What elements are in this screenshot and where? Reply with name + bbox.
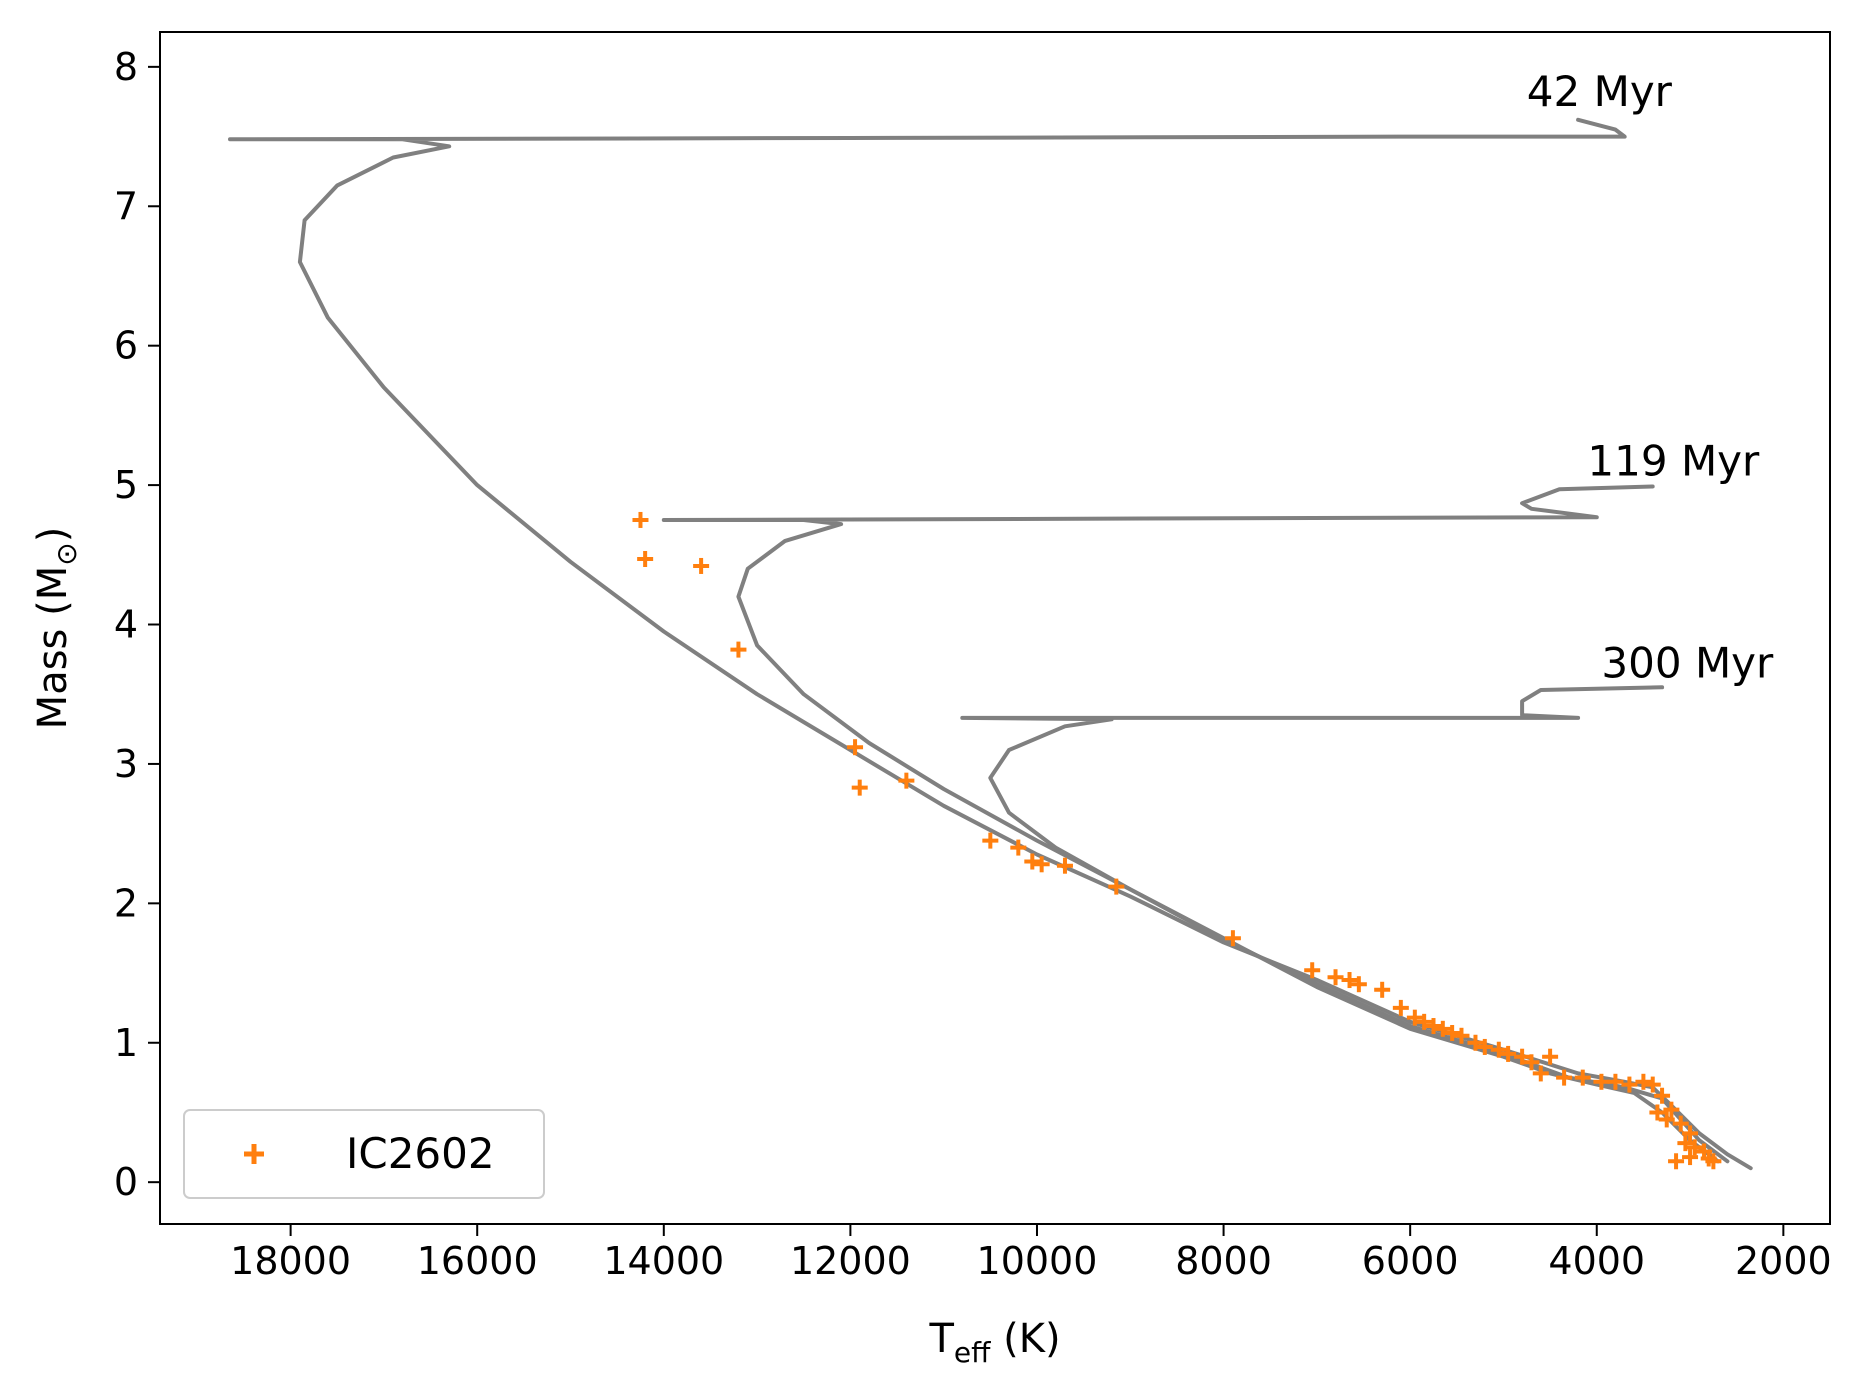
scatter-point: [1593, 1073, 1610, 1090]
scatter-point: [1056, 857, 1073, 874]
scatter-point: [1621, 1076, 1638, 1093]
scatter-point: [637, 550, 654, 567]
scatter-point: [1677, 1135, 1694, 1152]
scatter-point: [1304, 962, 1321, 979]
scatter-point: [1635, 1073, 1652, 1090]
y-tick-label: 1: [114, 1021, 138, 1065]
scatter-point: [1682, 1125, 1699, 1142]
scatter-point: [1341, 972, 1358, 989]
x-tick-label: 12000: [790, 1239, 911, 1283]
scatter-point: [1033, 856, 1050, 873]
scatter-point: [1392, 999, 1409, 1016]
scatter-point: [693, 557, 710, 574]
x-tick-label: 4000: [1548, 1239, 1645, 1283]
scatter-point: [1024, 853, 1041, 870]
legend: IC2602: [183, 1109, 545, 1199]
scatter-point: [1350, 976, 1367, 993]
scatter-point: [1500, 1045, 1517, 1062]
scatter-point: [1425, 1018, 1442, 1035]
scatter-point: [1514, 1048, 1531, 1065]
x-tick-label: 18000: [230, 1239, 351, 1283]
x-axis: 18000 16000 14000 12000 10000 8000 6000 4000 200…: [230, 1224, 1832, 1283]
isochrone-119-myr: [661, 484, 1730, 1164]
scatter-point: [1542, 1048, 1559, 1065]
x-tick-label: 6000: [1362, 1239, 1459, 1283]
plot-frame: [159, 31, 1831, 1225]
scatter-point: [1010, 839, 1027, 856]
scatter-point: [1607, 1073, 1624, 1090]
x-tick-label: 16000: [417, 1239, 538, 1283]
isochrone-layer: [228, 117, 1753, 1171]
y-tick-label: 3: [114, 742, 138, 786]
scatter-point: [1663, 1101, 1680, 1118]
scatter-point: [1406, 1009, 1423, 1026]
scatter-point: [1416, 1013, 1433, 1030]
x-tick-label: 14000: [603, 1239, 724, 1283]
isochrone-42-myr: [228, 117, 1753, 1171]
scatter-point: [1668, 1153, 1685, 1170]
scatter-point: [1327, 969, 1344, 986]
scatter-point: [730, 641, 747, 658]
scatter-point: [1556, 1069, 1573, 1086]
scatter-point: [1490, 1041, 1507, 1058]
scatter-point: [1224, 930, 1241, 947]
scatter-point: [982, 832, 999, 849]
y-tick-label: 0: [114, 1160, 138, 1204]
annotation-119-myr: 119 Myr: [1587, 436, 1760, 485]
y-axis-title: Mass (M⊙): [30, 527, 83, 730]
legend-box: [183, 1109, 545, 1199]
scatter-point: [1658, 1111, 1675, 1128]
scatter-point: [851, 779, 868, 796]
x-tick-label: 2000: [1735, 1239, 1832, 1283]
y-tick-label: 4: [114, 603, 138, 647]
annotation-layer: 42 Myr 119 Myr 300 Myr: [1527, 67, 1774, 688]
y-tick-label: 8: [114, 45, 138, 89]
scatter-point: [1654, 1087, 1671, 1104]
y-tick-label: 5: [114, 463, 138, 507]
scatter-point: [898, 772, 915, 789]
scatter-point: [1453, 1027, 1470, 1044]
y-tick-label: 7: [114, 184, 138, 228]
scatter-point: [1672, 1115, 1689, 1132]
scatter-point: [1467, 1034, 1484, 1051]
scatter-point: [1476, 1038, 1493, 1055]
x-tick-label: 10000: [977, 1239, 1098, 1283]
scatter-point: [1574, 1069, 1591, 1086]
scatter-point: [1434, 1020, 1451, 1037]
scatter-point: [1444, 1025, 1461, 1042]
scatter-point: [847, 739, 864, 756]
y-tick-label: 2: [114, 881, 138, 925]
legend-marker: [244, 1144, 264, 1164]
scatter-point: [1686, 1139, 1703, 1156]
annotation-42-myr: 42 Myr: [1527, 67, 1673, 116]
scatter-point: [1649, 1104, 1666, 1121]
y-axis: 0 1 2 3 4 5 6 7 8: [114, 45, 160, 1204]
isochrone-300-myr: [960, 685, 1720, 1164]
x-axis-title: Teff (K): [928, 1316, 1060, 1369]
legend-label: IC2602: [346, 1129, 495, 1178]
x-tick-label: 8000: [1175, 1239, 1272, 1283]
y-tick-label: 6: [114, 324, 138, 368]
scatter-layer: [632, 511, 1722, 1170]
annotation-300-myr: 300 Myr: [1601, 638, 1774, 687]
scatter-point: [1644, 1076, 1661, 1093]
scatter-point: [632, 511, 649, 528]
scatter-point: [1705, 1153, 1722, 1170]
scatter-point: [1682, 1149, 1699, 1166]
scatter-point: [1523, 1054, 1540, 1071]
scatter-point: [1108, 878, 1125, 895]
scatter-point: [1374, 981, 1391, 998]
scatter-point: [1532, 1065, 1549, 1082]
